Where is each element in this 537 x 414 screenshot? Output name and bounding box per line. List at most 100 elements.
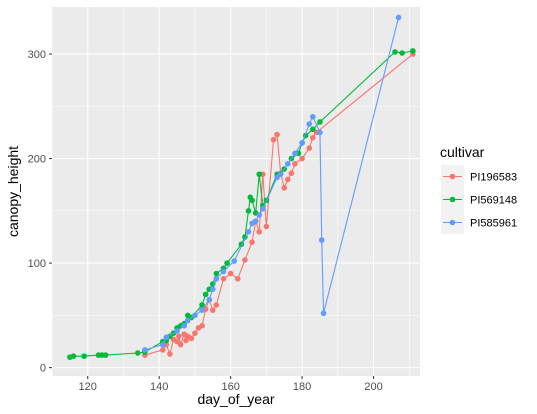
data-point-pi196583 <box>306 145 313 151</box>
y-tick-label: 300 <box>28 49 46 61</box>
legend: cultivar PI196583 PI569148 PI585961 <box>440 144 517 234</box>
data-point-pi196583 <box>183 337 189 344</box>
data-point-pi585961 <box>181 323 187 329</box>
major-gridlines <box>52 7 420 376</box>
legend-item-pi585961: PI585961 <box>441 211 517 234</box>
data-point-pi196583 <box>176 333 182 340</box>
data-point-pi569148 <box>70 353 77 359</box>
data-point-pi585961 <box>159 341 166 348</box>
data-point-pi585961 <box>245 228 252 235</box>
data-point-pi569148 <box>410 48 416 54</box>
minor-gridlines <box>51 7 420 376</box>
data-point-pi569148 <box>392 49 398 55</box>
data-point-pi585961 <box>206 296 213 303</box>
data-point-pi569148 <box>249 197 255 204</box>
y-tick-label: 100 <box>28 258 46 270</box>
plot-panel <box>52 7 420 376</box>
x-tick-label: 120 <box>79 381 97 393</box>
x-axis: 120 140 160 180 200 <box>79 376 383 393</box>
data-point-pi585961 <box>285 160 291 167</box>
data-point-pi196583 <box>159 347 166 353</box>
data-point-pi569148 <box>399 50 405 56</box>
data-point-pi585961 <box>292 150 298 157</box>
series-line-pi196583 <box>144 53 414 356</box>
data-point-pi196583 <box>167 351 173 357</box>
data-point-pi196583 <box>281 185 288 191</box>
legend-label: PI569148 <box>470 195 517 207</box>
data-point-pi569148 <box>256 171 263 178</box>
data-point-pi569148 <box>224 260 230 266</box>
data-point-pi569148 <box>134 350 141 356</box>
data-point-pi196583 <box>188 335 195 342</box>
data-point-pi569148 <box>310 126 316 133</box>
data-point-pi569148 <box>317 119 323 125</box>
data-point-pi585961 <box>220 268 227 275</box>
data-point-pi585961 <box>310 113 316 120</box>
data-point-pi196583 <box>209 307 216 313</box>
data-point-pi196583 <box>256 228 263 235</box>
x-tick-label: 200 <box>364 381 382 393</box>
data-point-pi585961 <box>142 347 148 353</box>
data-point-pi569148 <box>81 353 87 359</box>
y-tick-label: 200 <box>28 154 46 166</box>
data-point-pi196583 <box>274 131 280 138</box>
legend-label: PI196583 <box>470 172 517 184</box>
data-point-pi196583 <box>227 270 234 277</box>
data-point-pi569148 <box>199 302 205 308</box>
data-point-pi585961 <box>209 286 216 293</box>
data-point-pi569148 <box>213 270 220 277</box>
data-point-pi196583 <box>177 341 184 348</box>
data-point-pi585961 <box>299 140 305 146</box>
x-tick-label: 160 <box>221 381 239 393</box>
legend-title: cultivar <box>440 144 485 160</box>
data-point-pi585961 <box>231 258 238 264</box>
data-point-pi569148 <box>102 352 109 358</box>
data-point-pi585961 <box>256 212 263 218</box>
data-point-pi196583 <box>310 134 316 141</box>
legend-label: PI585961 <box>470 218 517 230</box>
legend-key-point <box>449 219 456 226</box>
data-point-pi196583 <box>263 223 270 230</box>
data-point-pi196583 <box>292 160 298 167</box>
data-point-pi196583 <box>299 155 305 162</box>
data-point-pi196583 <box>192 330 198 336</box>
data-point-pi196583 <box>288 170 295 177</box>
legend-item-pi569148: PI569148 <box>441 188 517 211</box>
data-point-pi196583 <box>249 239 255 245</box>
data-point-pi585961 <box>306 121 313 127</box>
data-point-pi196583 <box>285 176 291 183</box>
series-layer <box>67 14 416 360</box>
data-point-pi196583 <box>213 302 220 308</box>
data-point-pi585961 <box>199 307 205 313</box>
data-point-pi196583 <box>234 275 241 282</box>
y-axis: 0 100 200 300 <box>28 49 52 375</box>
x-tick-label: 140 <box>150 381 168 393</box>
data-point-pi585961 <box>174 328 180 334</box>
y-axis-title: canopy_height <box>5 146 21 237</box>
data-point-pi196583 <box>270 136 277 143</box>
legend-item-pi196583: PI196583 <box>441 165 517 188</box>
x-tick-label: 180 <box>293 381 311 393</box>
series-pi585961 <box>142 14 402 353</box>
data-point-pi196583 <box>199 323 205 329</box>
data-point-pi196583 <box>220 275 227 282</box>
y-tick-label: 0 <box>40 363 46 375</box>
x-axis-title: day_of_year <box>197 391 274 407</box>
data-point-pi585961 <box>213 275 220 282</box>
data-point-pi585961 <box>317 129 323 136</box>
data-point-pi569148 <box>202 291 209 298</box>
data-point-pi569148 <box>245 208 252 214</box>
data-point-pi585961 <box>395 14 402 21</box>
data-point-pi585961 <box>192 312 198 319</box>
legend-key-point <box>449 196 456 203</box>
legend-key-point <box>449 173 456 180</box>
data-point-pi585961 <box>163 334 170 341</box>
data-point-pi585961 <box>277 171 284 178</box>
data-point-pi585961 <box>252 218 259 225</box>
data-point-pi585961 <box>318 237 325 243</box>
data-point-pi585961 <box>259 205 266 212</box>
data-point-pi196583 <box>242 257 248 263</box>
data-point-pi585961 <box>320 310 327 317</box>
data-point-pi585961 <box>184 317 191 324</box>
